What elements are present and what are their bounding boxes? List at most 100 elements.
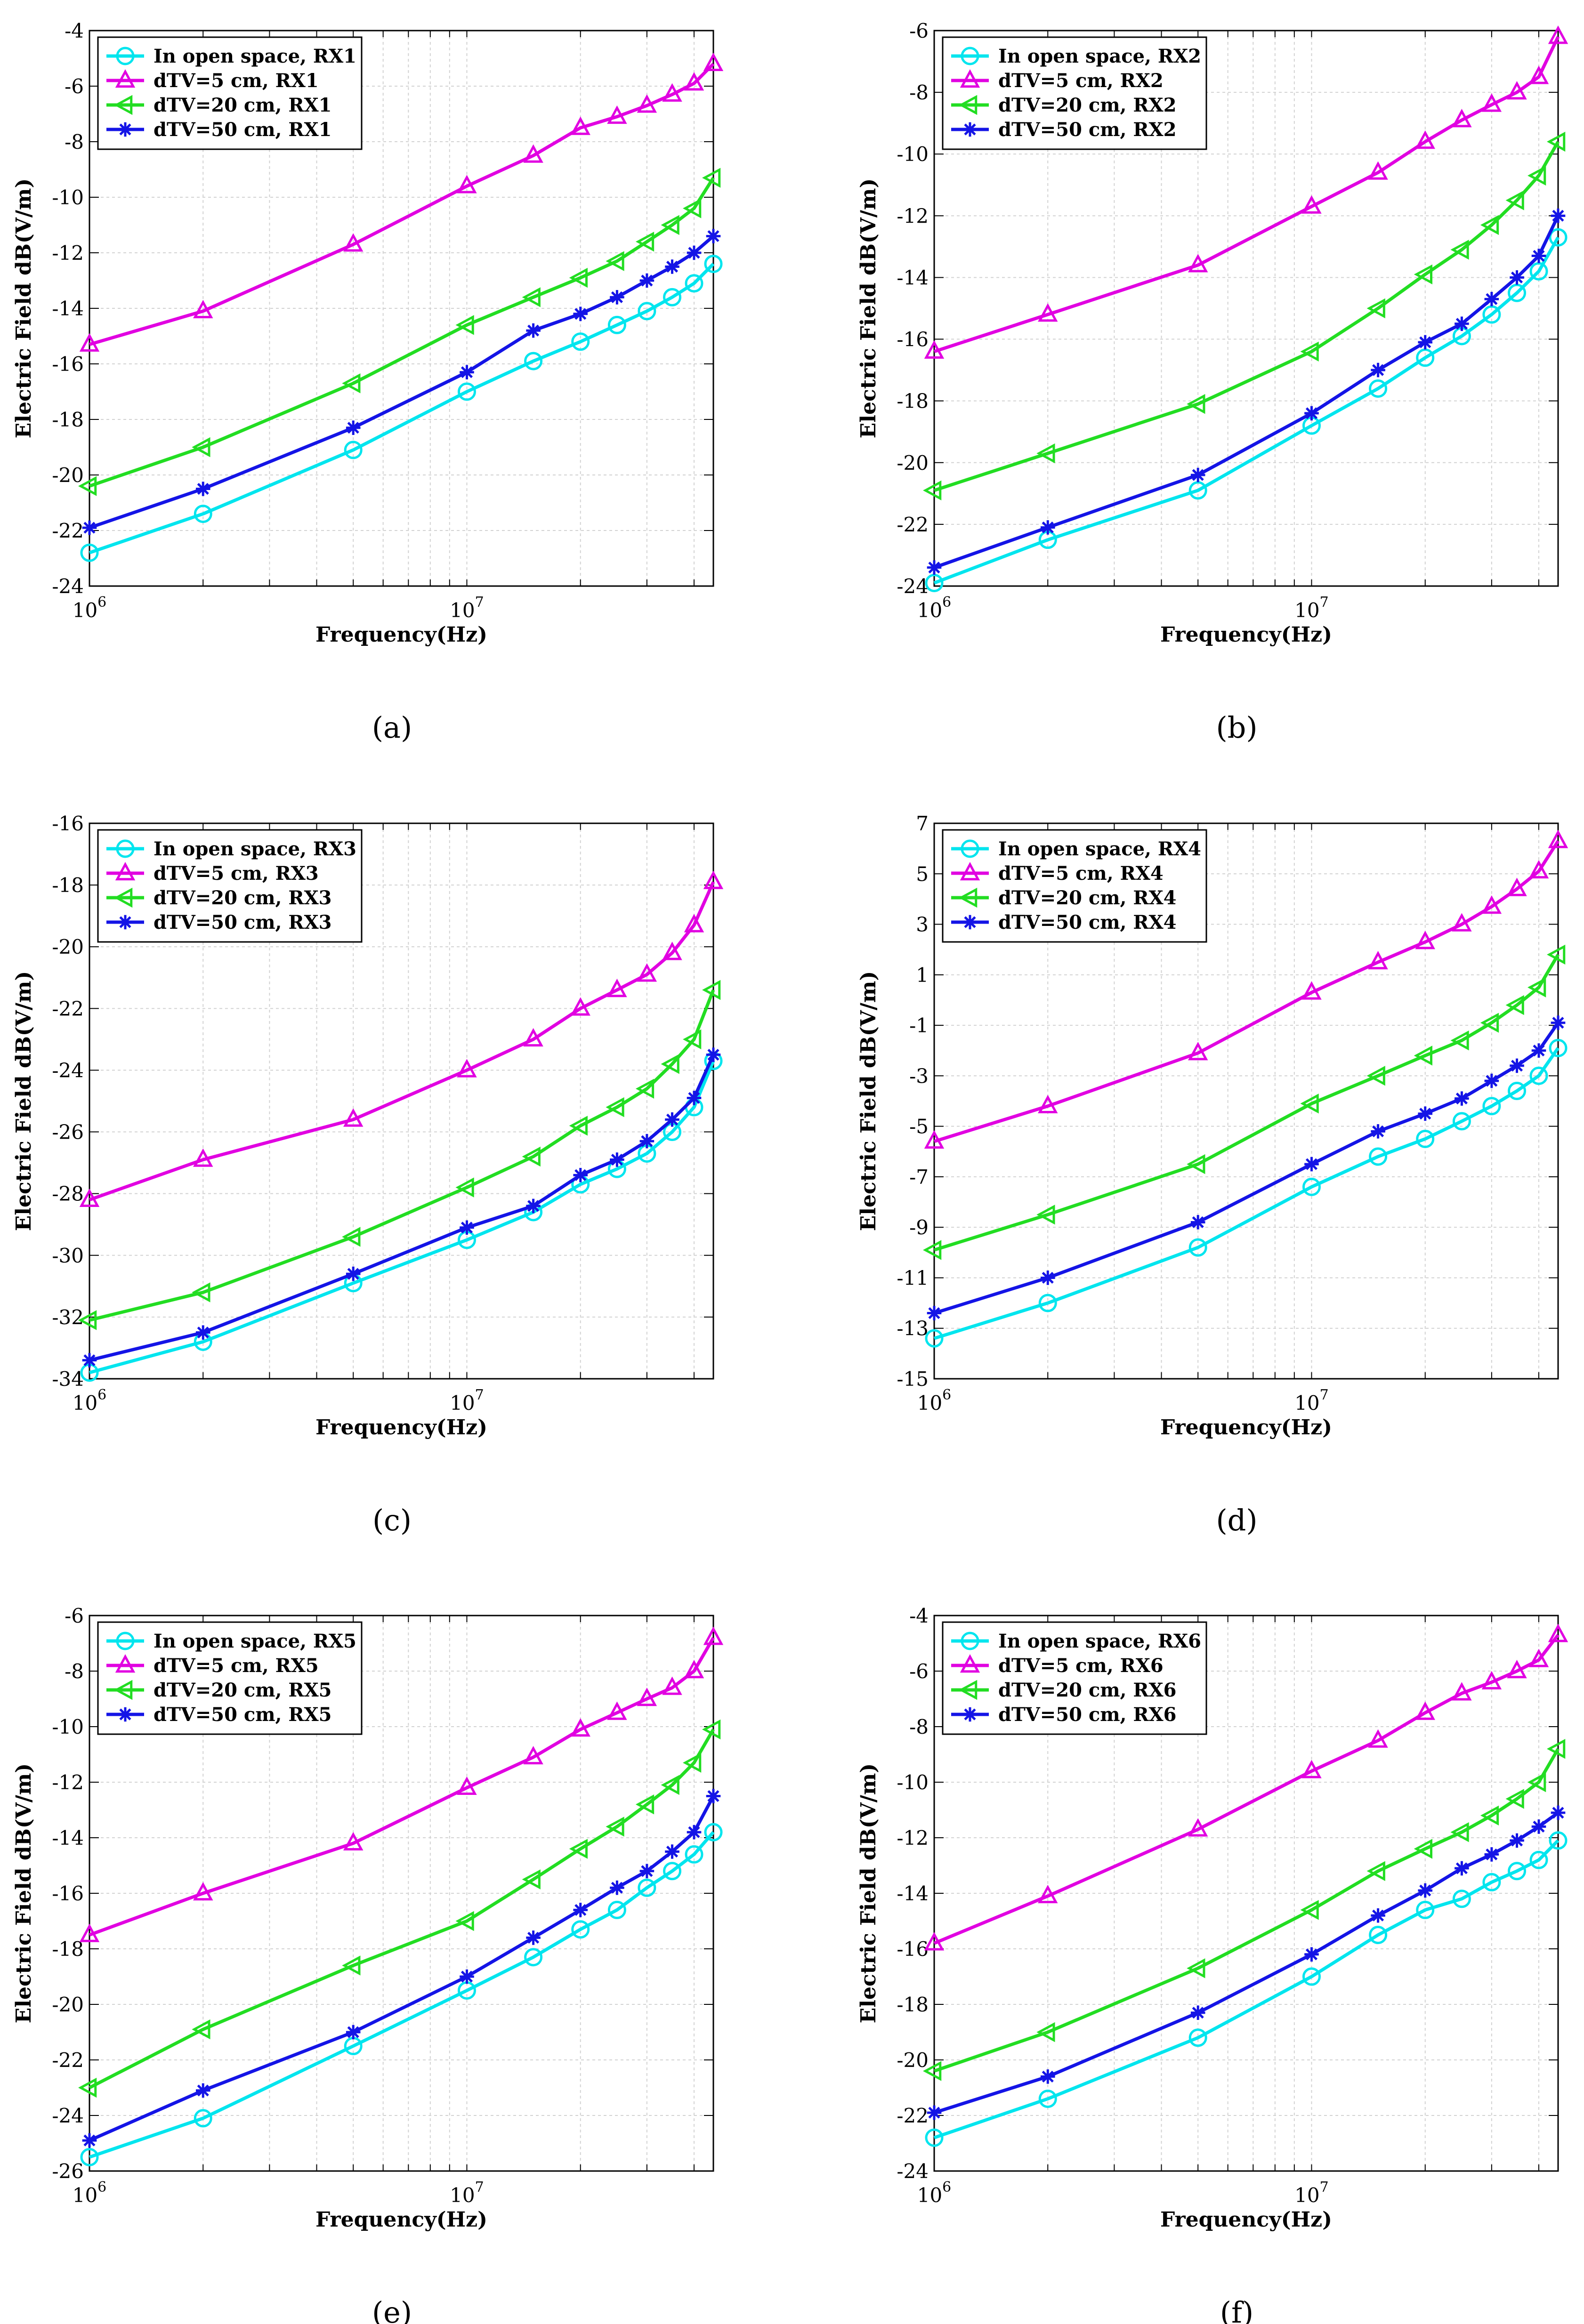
data-point: [1484, 292, 1499, 306]
x-tick-label: 106: [917, 2179, 952, 2207]
data-point: [457, 382, 476, 401]
legend-entry: dTV=20 cm, RX6: [998, 1679, 1177, 1701]
data-point: [526, 323, 541, 338]
series-0: [80, 255, 723, 562]
data-point: [570, 116, 590, 135]
data-point: [455, 1177, 474, 1198]
data-point: [1190, 467, 1205, 482]
series-2: [78, 1719, 721, 2098]
y-tick-label: -4: [909, 1604, 929, 1627]
y-tick-label: 1: [916, 964, 929, 987]
y-tick-label: -14: [897, 1882, 929, 1905]
data-point: [704, 1823, 723, 1842]
y-axis-label: Electric Field dB(V/m): [12, 971, 36, 1231]
series-3: [927, 209, 1566, 575]
data-point: [1548, 25, 1568, 44]
y-tick-label: -10: [897, 1771, 929, 1794]
y-tick-label: -8: [909, 1715, 929, 1738]
data-point: [706, 1047, 721, 1062]
data-point: [1302, 1967, 1321, 1986]
data-point: [1450, 1822, 1469, 1842]
circle-icon: [116, 839, 135, 858]
data-point: [684, 72, 704, 91]
data-point: [607, 1701, 627, 1720]
y-tick-label: -32: [52, 1306, 84, 1329]
panel-label: (a): [372, 710, 412, 745]
chart-panel-c: -34 -32 -30 -28 -26 -24 -22 -20 -18 -16 106 107Freq…: [12, 812, 724, 1537]
data-point: [343, 1108, 364, 1127]
y-axis-label: Electric Field dB(V/m): [857, 971, 881, 1231]
data-point: [460, 1220, 474, 1235]
data-point: [639, 1134, 655, 1149]
x-tick-exponent: 7: [475, 1387, 484, 1403]
y-tick-label: -10: [897, 143, 929, 166]
chart-panel-e: -26 -24 -22 -20 -18 -16 -14 -12 -10 -8 -6 106 107Fre…: [12, 1604, 724, 2324]
data-point: [1505, 1789, 1524, 1809]
data-point: [1040, 520, 1055, 535]
y-tick-label: -8: [909, 81, 929, 104]
y-tick-label: 3: [916, 913, 929, 936]
data-point: [610, 290, 624, 305]
data-point: [1368, 1729, 1388, 1748]
circle-icon: [961, 47, 979, 65]
x-tick-label: 106: [73, 2179, 107, 2207]
asterisk-icon: [118, 1707, 133, 1722]
data-point: [637, 94, 657, 113]
asterisk-icon: [118, 915, 133, 930]
data-point: [78, 2077, 97, 2098]
legend-entry: In open space, RX3: [154, 838, 356, 860]
y-tick-label: -6: [65, 1604, 84, 1627]
plot-frame: [89, 30, 714, 587]
y-tick-label: -12: [897, 204, 929, 227]
data-point: [665, 1112, 679, 1127]
data-point: [570, 1718, 590, 1737]
x-tick-label: 107: [450, 1387, 484, 1415]
data-point: [923, 2061, 942, 2081]
x-axis-label: Frequency(Hz): [315, 623, 487, 647]
data-point: [1508, 1862, 1527, 1881]
data-point: [637, 963, 657, 982]
data-point: [1302, 1177, 1321, 1196]
data-point: [1300, 1094, 1319, 1114]
y-tick-label: -34: [52, 1367, 84, 1391]
legend-entry: In open space, RX2: [998, 45, 1201, 67]
circle-icon: [961, 1632, 979, 1650]
data-point: [1418, 1106, 1433, 1121]
x-tick-label: 107: [450, 2179, 484, 2207]
data-point: [460, 1969, 474, 1984]
panel-label: (c): [372, 1503, 412, 1537]
legend-entry: In open space, RX6: [998, 1630, 1201, 1652]
data-point: [193, 1882, 213, 1901]
y-tick-label: -7: [909, 1166, 929, 1189]
y-tick-label: -18: [52, 408, 84, 431]
data-point: [1366, 298, 1385, 319]
y-tick-label: -9: [909, 1216, 929, 1239]
data-point: [522, 1146, 541, 1167]
data-point: [1482, 1873, 1501, 1891]
x-tick-exponent: 7: [475, 2179, 484, 2195]
data-point: [1482, 1097, 1501, 1116]
circle-icon: [116, 1632, 135, 1650]
y-tick-label: -18: [52, 1938, 84, 1961]
data-point: [1529, 1850, 1548, 1869]
data-point: [1300, 341, 1319, 362]
data-point: [1481, 93, 1502, 112]
y-tick-label: -24: [52, 1059, 84, 1082]
data-point: [683, 1753, 702, 1773]
series-line: [933, 954, 1560, 1252]
series-3: [927, 1805, 1566, 2120]
data-point: [1188, 2028, 1207, 2047]
data-point: [194, 2109, 212, 2128]
triangle-left-icon: [114, 887, 133, 908]
data-point: [571, 1920, 590, 1939]
x-tick-label: 107: [1294, 2179, 1329, 2207]
series-1: [79, 870, 724, 1207]
data-point: [635, 232, 655, 252]
series-0: [925, 228, 1568, 592]
y-tick-label: -10: [52, 186, 84, 209]
panel-label: (f): [1220, 2295, 1253, 2324]
data-point: [526, 1198, 541, 1214]
data-point: [1038, 1094, 1058, 1113]
data-point: [1551, 1015, 1566, 1030]
series-0: [925, 1831, 1568, 2147]
